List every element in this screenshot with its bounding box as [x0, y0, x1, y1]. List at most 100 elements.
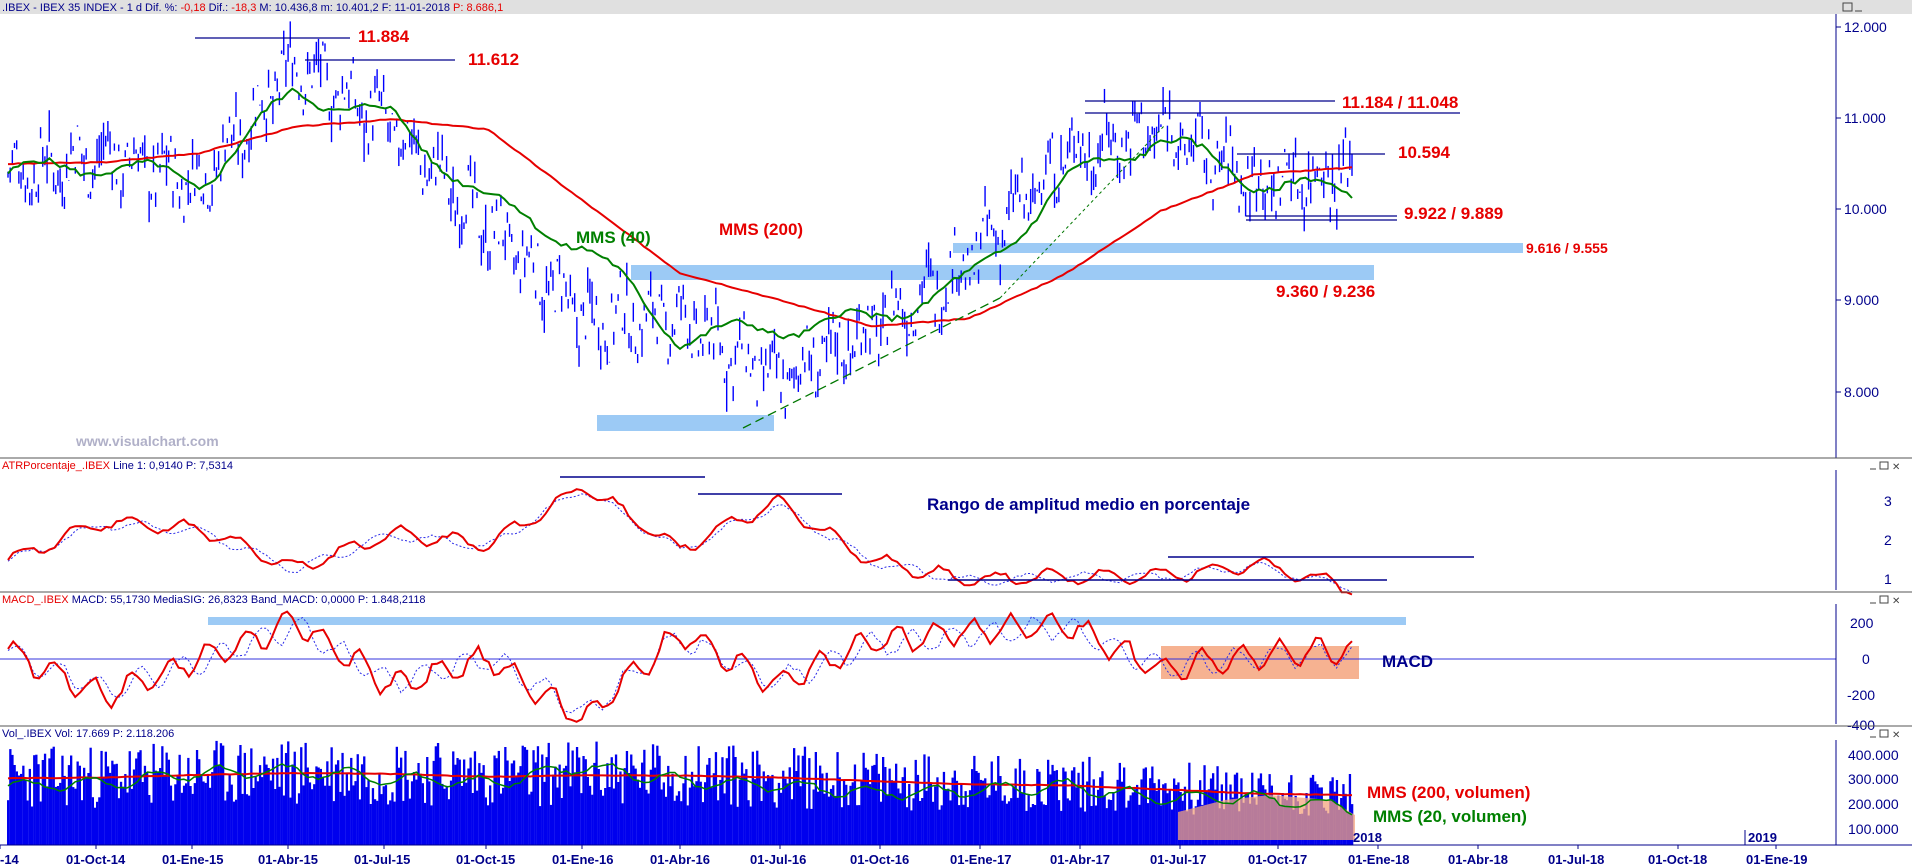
- volume-bar: [734, 757, 737, 845]
- zone-low-2016: [597, 415, 774, 431]
- volume-bar: [1099, 777, 1102, 845]
- volume-bar: [884, 767, 887, 845]
- close-icon[interactable]: ✕: [1892, 462, 1900, 473]
- volume-bar: [675, 795, 678, 845]
- volume-bar: [873, 764, 876, 845]
- maximize-icon[interactable]: [1879, 461, 1889, 470]
- macd-panel-buttons[interactable]: ✕: [1870, 595, 1900, 607]
- volume-bar: [580, 793, 583, 845]
- atr-signal-line: [7, 493, 1353, 593]
- volume-bar: [1136, 784, 1139, 845]
- volume-bar: [334, 764, 338, 845]
- volume-bar: [1155, 790, 1158, 845]
- volume-bar: [208, 787, 212, 845]
- volume-bar: [150, 802, 153, 845]
- maximize-icon[interactable]: [1879, 595, 1889, 604]
- volume-bar: [78, 765, 81, 845]
- maximize-icon[interactable]: [1879, 729, 1889, 738]
- volume-bar: [1105, 808, 1108, 845]
- volume-bar: [1042, 804, 1045, 845]
- volume-bar: [986, 797, 989, 845]
- volume-bar: [224, 800, 227, 845]
- volume-bar: [1014, 768, 1017, 845]
- volume-bar: [1034, 805, 1037, 845]
- close-icon[interactable]: ✕: [1892, 730, 1900, 741]
- volume-bar: [543, 781, 546, 845]
- volume-bar: [276, 757, 279, 845]
- volume-bar: [999, 776, 1002, 845]
- volume-panel-buttons[interactable]: ✕: [1870, 729, 1900, 741]
- volume-bar: [743, 773, 746, 845]
- volume-bar: [198, 759, 201, 845]
- volume-bar: [1114, 810, 1117, 845]
- volume-bar: [56, 786, 60, 845]
- volume-bar: [1018, 758, 1022, 845]
- x-label: 01-Oct-17: [1248, 852, 1307, 867]
- volume-bar: [473, 751, 477, 845]
- volume-bar: [1138, 804, 1141, 845]
- volume-bar: [1073, 767, 1076, 845]
- atr-panel-buttons[interactable]: ✕: [1870, 461, 1900, 473]
- volume-bar: [569, 786, 572, 845]
- volume-bar: [300, 747, 303, 845]
- volume-bar: [567, 742, 570, 845]
- volume-bar: [923, 754, 926, 845]
- volume-bar: [1110, 800, 1113, 845]
- volume-bar: [337, 760, 340, 845]
- volume-bar: [1049, 774, 1052, 845]
- volume-bar: [903, 767, 906, 845]
- volume-bar: [721, 757, 724, 845]
- volume-bar: [849, 785, 852, 845]
- maximize-icon[interactable]: [1842, 2, 1853, 12]
- volume-bar: [163, 775, 166, 845]
- volume-bar: [1029, 807, 1032, 845]
- volume-bar: [1131, 792, 1134, 845]
- close-icon[interactable]: ✕: [1892, 596, 1900, 607]
- volume-bar: [291, 764, 294, 845]
- volume-bar: [1153, 783, 1156, 845]
- price-y-ticks: 12.000 11.000 10.000 9.000 8.000: [1836, 19, 1887, 400]
- volume-bar: [341, 752, 344, 845]
- volume-bar: [1090, 806, 1093, 845]
- volume-bar: [812, 789, 815, 845]
- price-panel-buttons[interactable]: [1842, 2, 1862, 12]
- volume-bar: [226, 791, 229, 845]
- price-panel: .IBEX - IBEX 35 INDEX - 1 d Dif. %: -0,1…: [0, 0, 1912, 458]
- watermark: www.visualchart.com: [75, 433, 219, 449]
- volume-bar: [1003, 795, 1006, 845]
- x-label: 01-Abr-18: [1448, 852, 1508, 867]
- volume-bar: [704, 782, 707, 845]
- volume-tick-400000: 400.000: [1848, 747, 1899, 763]
- label-11184-11048: 11.184 / 11.048: [1342, 93, 1458, 112]
- volume-bar: [363, 756, 366, 845]
- volume-bar: [819, 765, 822, 845]
- volume-bar: [352, 785, 355, 845]
- volume-bar: [476, 790, 479, 845]
- volume-bar: [1149, 778, 1152, 845]
- x-label: 01-Jul-18: [1548, 852, 1604, 867]
- volume-bar: [695, 781, 698, 845]
- volume-bar: [851, 782, 854, 845]
- volume-bar: [899, 793, 902, 845]
- price-header-text: .IBEX - IBEX 35 INDEX - 1 d Dif. %: -0,1…: [2, 2, 503, 14]
- volume-bar: [682, 783, 685, 845]
- volume-bar: [565, 765, 568, 845]
- volume-bar: [860, 781, 863, 845]
- volume-bar: [990, 761, 993, 845]
- atr-header-text: ATRPorcentaje_.IBEX Line 1: 0,9140 P: 7,…: [2, 460, 233, 472]
- volume-bar: [499, 793, 503, 845]
- volume-bar: [525, 749, 529, 845]
- volume-bar: [313, 784, 316, 845]
- volume-bar: [714, 752, 718, 845]
- volume-bar: [764, 781, 768, 845]
- volume-bar: [617, 782, 620, 845]
- volume-bar: [836, 752, 839, 845]
- volume-bar: [797, 755, 800, 845]
- label-mms200: MMS (200): [719, 220, 803, 239]
- volume-bar: [508, 781, 511, 845]
- volume-bar: [182, 785, 186, 845]
- volume-bar: [662, 782, 665, 845]
- volume-bar: [339, 791, 342, 845]
- volume-bar: [502, 787, 505, 845]
- volume-bar: [159, 768, 162, 845]
